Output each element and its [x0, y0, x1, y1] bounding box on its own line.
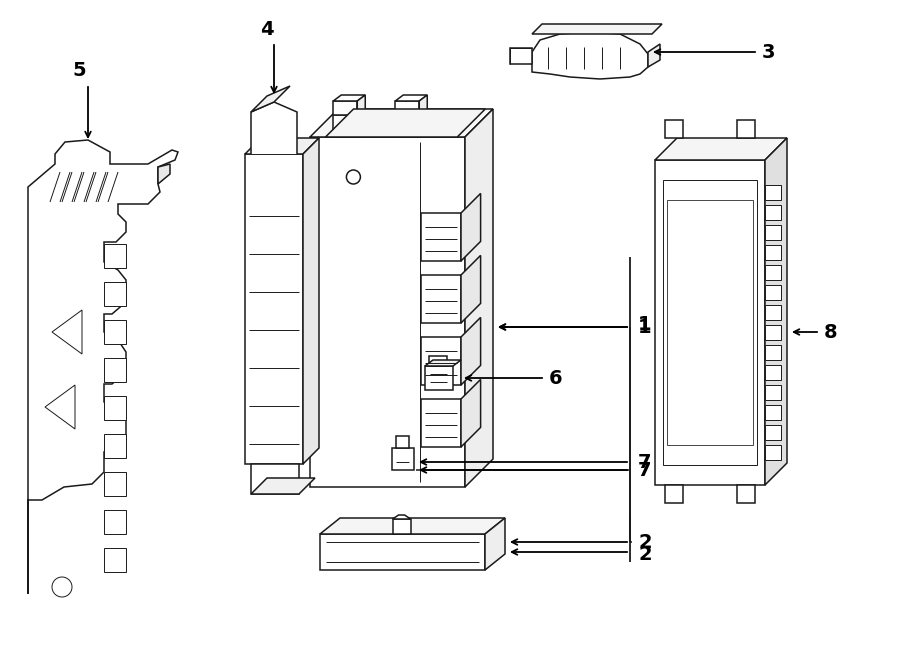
Polygon shape — [461, 256, 481, 323]
Bar — [429, 356, 447, 366]
Bar — [310, 137, 465, 487]
Bar — [765, 205, 781, 220]
Polygon shape — [320, 518, 505, 534]
Bar — [421, 275, 461, 323]
Bar — [425, 366, 453, 390]
Bar — [245, 154, 303, 464]
Polygon shape — [158, 164, 170, 184]
Bar — [104, 548, 126, 572]
Text: 2: 2 — [638, 545, 652, 563]
Bar — [737, 120, 755, 138]
Polygon shape — [251, 102, 297, 154]
Bar — [765, 345, 781, 360]
Bar — [396, 436, 409, 448]
Bar — [392, 519, 410, 534]
Bar — [663, 180, 757, 465]
Polygon shape — [461, 193, 481, 261]
Bar — [320, 534, 485, 570]
Text: 2: 2 — [638, 532, 652, 551]
Polygon shape — [392, 515, 410, 519]
Text: 5: 5 — [72, 60, 86, 79]
Bar — [104, 510, 126, 534]
Bar — [421, 399, 461, 447]
Polygon shape — [357, 95, 365, 137]
Polygon shape — [303, 138, 319, 464]
Polygon shape — [461, 379, 481, 447]
Bar — [395, 115, 425, 137]
Polygon shape — [425, 360, 461, 366]
Bar — [665, 485, 683, 503]
Polygon shape — [461, 317, 481, 385]
Polygon shape — [310, 109, 493, 137]
Bar — [765, 245, 781, 260]
Bar — [104, 396, 126, 420]
Bar — [765, 285, 781, 300]
Bar — [421, 213, 461, 261]
Bar — [392, 448, 414, 470]
Bar — [395, 101, 419, 115]
Polygon shape — [648, 44, 660, 67]
Bar — [655, 160, 765, 485]
Text: 7: 7 — [638, 461, 652, 479]
Text: 3: 3 — [762, 42, 776, 62]
Polygon shape — [485, 518, 505, 570]
Bar — [333, 115, 364, 137]
Circle shape — [52, 577, 72, 597]
Bar — [765, 185, 781, 200]
Bar — [765, 385, 781, 400]
Bar — [765, 265, 781, 280]
Bar — [251, 464, 299, 494]
Bar — [104, 244, 126, 268]
Polygon shape — [251, 86, 290, 112]
Polygon shape — [532, 32, 648, 79]
Bar — [333, 101, 357, 115]
Bar — [765, 365, 781, 380]
Text: 1: 1 — [638, 314, 652, 334]
Bar — [104, 472, 126, 496]
Polygon shape — [251, 478, 315, 494]
Text: 1: 1 — [638, 318, 652, 336]
Polygon shape — [765, 138, 787, 485]
Polygon shape — [326, 109, 485, 137]
Polygon shape — [395, 95, 428, 101]
Text: 4: 4 — [260, 19, 274, 38]
Polygon shape — [245, 138, 319, 154]
Polygon shape — [28, 140, 178, 594]
Polygon shape — [532, 24, 662, 34]
Text: 7: 7 — [638, 453, 652, 471]
Bar — [737, 485, 755, 503]
Text: 6: 6 — [549, 369, 562, 387]
Bar — [765, 445, 781, 460]
Circle shape — [346, 170, 360, 184]
Polygon shape — [333, 95, 365, 101]
Bar — [765, 425, 781, 440]
Polygon shape — [655, 138, 787, 160]
Polygon shape — [465, 109, 493, 487]
Bar — [665, 120, 683, 138]
Polygon shape — [419, 95, 428, 137]
Bar — [667, 200, 753, 445]
Bar — [104, 282, 126, 306]
Bar — [104, 358, 126, 382]
Bar — [421, 337, 461, 385]
Text: 8: 8 — [824, 322, 838, 342]
Polygon shape — [510, 48, 532, 64]
Bar — [104, 320, 126, 344]
Bar — [104, 434, 126, 458]
Bar — [765, 405, 781, 420]
Bar — [765, 325, 781, 340]
Bar — [765, 305, 781, 320]
Bar — [765, 225, 781, 240]
